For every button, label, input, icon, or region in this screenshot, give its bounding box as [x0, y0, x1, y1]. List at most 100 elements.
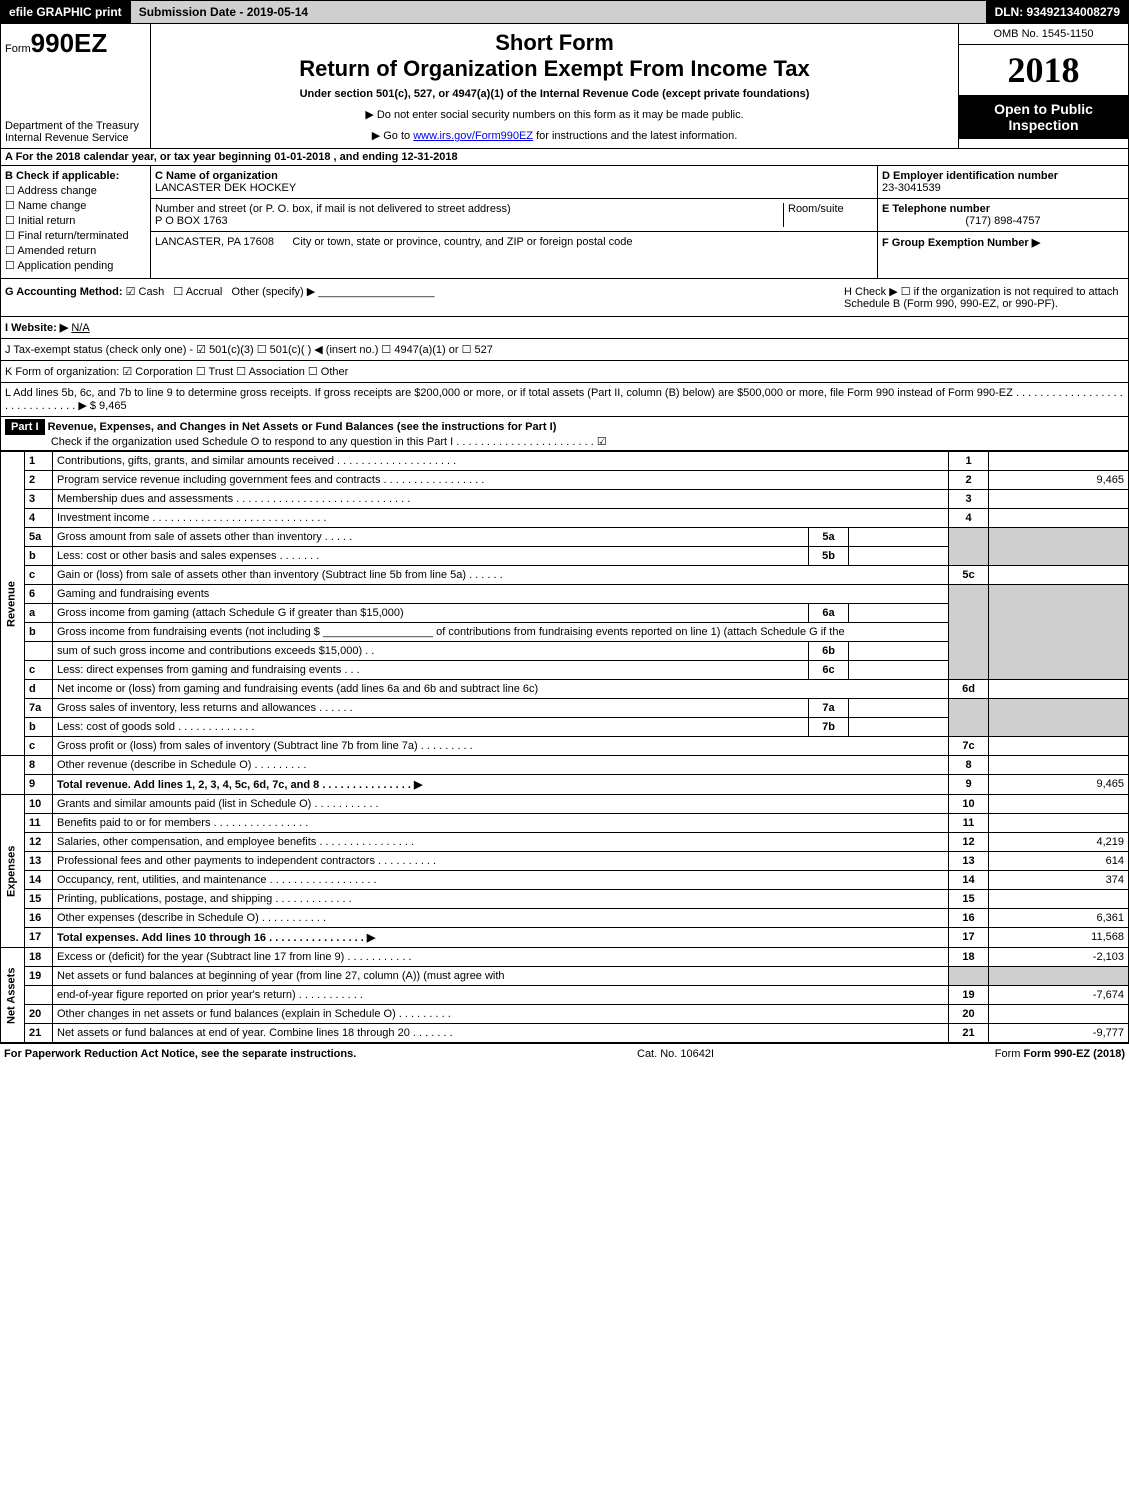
cb-name-change[interactable]: ☐ Name change	[5, 199, 146, 212]
goto-instructions: ▶ Go to www.irs.gov/Form990EZ for instru…	[157, 129, 952, 142]
box-b-label: B Check if applicable:	[5, 170, 119, 182]
table-row: Expenses 10 Grants and similar amounts p…	[1, 795, 1129, 814]
form-prefix: Form	[5, 43, 31, 55]
website-value: N/A	[71, 322, 89, 334]
row-l-gross-receipts: L Add lines 5b, 6c, and 7b to line 9 to …	[0, 383, 1129, 417]
table-row: 15 Printing, publications, postage, and …	[1, 890, 1129, 909]
cb-cash[interactable]: ☑ Cash	[126, 286, 165, 298]
table-row: c Gross profit or (loss) from sales of i…	[1, 737, 1129, 756]
table-row: 17 Total expenses. Add lines 10 through …	[1, 928, 1129, 948]
group-exemption-label: F Group Exemption Number ▶	[882, 237, 1040, 249]
department-label: Department of the Treasury Internal Reve…	[5, 120, 146, 144]
dept-treasury: Department of the Treasury	[5, 120, 146, 132]
address-label: Number and street (or P. O. box, if mail…	[155, 203, 783, 215]
table-row: 13 Professional fees and other payments …	[1, 852, 1129, 871]
table-row: 8 Other revenue (describe in Schedule O)…	[1, 756, 1129, 775]
room-suite-label: Room/suite	[783, 203, 873, 227]
box-d-f: D Employer identification number 23-3041…	[878, 166, 1128, 278]
row-g-h: G Accounting Method: ☑ Cash ☐ Accrual Ot…	[0, 279, 1129, 317]
table-row: 12 Salaries, other compensation, and emp…	[1, 833, 1129, 852]
table-row: Revenue 1 Contributions, gifts, grants, …	[1, 452, 1129, 471]
ein-label: D Employer identification number	[882, 170, 1058, 182]
cb-initial-return[interactable]: ☐ Initial return	[5, 214, 146, 227]
row-i-website: I Website: ▶ N/A	[0, 317, 1129, 339]
h-schedule-b-check: H Check ▶ ☐ if the organization is not r…	[844, 285, 1124, 310]
table-row: 19 Net assets or fund balances at beginn…	[1, 967, 1129, 986]
table-row: 6 Gaming and fundraising events	[1, 585, 1129, 604]
table-row: 5a Gross amount from sale of assets othe…	[1, 528, 1129, 547]
financial-table: Revenue 1 Contributions, gifts, grants, …	[0, 451, 1129, 1043]
table-row: d Net income or (loss) from gaming and f…	[1, 680, 1129, 699]
box-b-checkboxes: B Check if applicable: ☐ Address change …	[1, 166, 151, 278]
city-label: City or town, state or province, country…	[292, 236, 632, 248]
city-value: LANCASTER, PA 17608	[155, 236, 274, 248]
table-row: 16 Other expenses (describe in Schedule …	[1, 909, 1129, 928]
table-row: 4 Investment income . . . . . . . . . . …	[1, 509, 1129, 528]
table-row: Net Assets 18 Excess or (deficit) for th…	[1, 948, 1129, 967]
catalog-number: Cat. No. 10642I	[637, 1048, 714, 1060]
dept-irs: Internal Revenue Service	[5, 132, 146, 144]
part1-badge: Part I	[5, 419, 45, 435]
cb-application-pending[interactable]: ☐ Application pending	[5, 259, 146, 272]
tax-year: 2018	[959, 45, 1128, 95]
ein-value: 23-3041539	[882, 182, 941, 194]
dln-number: DLN: 93492134008279	[987, 1, 1128, 23]
page-footer: For Paperwork Reduction Act Notice, see …	[0, 1043, 1129, 1064]
accounting-method: G Accounting Method: ☑ Cash ☐ Accrual Ot…	[5, 285, 844, 310]
cb-accrual[interactable]: ☐ Accrual	[173, 286, 222, 298]
header-right: OMB No. 1545-1150 2018 Open to Public In…	[958, 24, 1128, 148]
ssn-warning: ▶ Do not enter social security numbers o…	[157, 108, 952, 121]
table-row: 20 Other changes in net assets or fund b…	[1, 1005, 1129, 1024]
submission-date: Submission Date - 2019-05-14	[131, 1, 987, 23]
row-a-tax-year: A For the 2018 calendar year, or tax yea…	[0, 149, 1129, 166]
box-c-org-info: C Name of organization LANCASTER DEK HOC…	[151, 166, 878, 278]
header-left: Form990EZ Department of the Treasury Int…	[1, 24, 151, 148]
table-row: 11 Benefits paid to or for members . . .…	[1, 814, 1129, 833]
line-ref: 1	[949, 452, 989, 471]
telephone-value: (717) 898-4757	[882, 215, 1124, 227]
part1-check: Check if the organization used Schedule …	[51, 436, 607, 448]
form-number: Form990EZ	[5, 28, 146, 59]
entity-info-grid: B Check if applicable: ☐ Address change …	[0, 166, 1129, 279]
org-name-value: LANCASTER DEK HOCKEY	[155, 182, 873, 194]
line-num: 1	[25, 452, 53, 471]
top-bar: efile GRAPHIC print Submission Date - 20…	[0, 0, 1129, 24]
website-label: I Website: ▶	[5, 322, 68, 334]
cb-address-change[interactable]: ☐ Address change	[5, 184, 146, 197]
table-row: 21 Net assets or fund balances at end of…	[1, 1024, 1129, 1043]
cb-final-return[interactable]: ☐ Final return/terminated	[5, 229, 146, 242]
table-row: 2 Program service revenue including gove…	[1, 471, 1129, 490]
header-center: Short Form Return of Organization Exempt…	[151, 24, 958, 148]
table-row: c Gain or (loss) from sale of assets oth…	[1, 566, 1129, 585]
other-specify: Other (specify) ▶	[232, 286, 316, 298]
open-public-badge: Open to Public Inspection	[959, 95, 1128, 139]
form-ref: Form Form 990-EZ (2018)	[995, 1048, 1125, 1060]
org-name-label: C Name of organization	[155, 170, 873, 182]
part1-title: Revenue, Expenses, and Changes in Net As…	[48, 421, 557, 433]
form-header: Form990EZ Department of the Treasury Int…	[0, 24, 1129, 149]
part1-header: Part I Revenue, Expenses, and Changes in…	[0, 417, 1129, 451]
row-k-form-org: K Form of organization: ☑ Corporation ☐ …	[0, 361, 1129, 383]
line-value	[989, 452, 1129, 471]
form-number-value: 990EZ	[31, 28, 108, 58]
row-j-tax-exempt: J Tax-exempt status (check only one) - ☑…	[0, 339, 1129, 361]
address-value: P O BOX 1763	[155, 215, 783, 227]
expenses-section-label: Expenses	[1, 795, 25, 948]
revenue-section-label: Revenue	[1, 452, 25, 756]
table-row: 3 Membership dues and assessments . . . …	[1, 490, 1129, 509]
cb-amended-return[interactable]: ☐ Amended return	[5, 244, 146, 257]
omb-number: OMB No. 1545-1150	[959, 24, 1128, 45]
telephone-label: E Telephone number	[882, 203, 990, 215]
pra-notice: For Paperwork Reduction Act Notice, see …	[4, 1048, 356, 1060]
netassets-section-label: Net Assets	[1, 948, 25, 1043]
table-row: 14 Occupancy, rent, utilities, and maint…	[1, 871, 1129, 890]
line-desc: Contributions, gifts, grants, and simila…	[53, 452, 949, 471]
table-row: end-of-year figure reported on prior yea…	[1, 986, 1129, 1005]
efile-print-button[interactable]: efile GRAPHIC print	[1, 1, 131, 23]
g-label: G Accounting Method:	[5, 286, 123, 298]
table-row: 9 Total revenue. Add lines 1, 2, 3, 4, 5…	[1, 775, 1129, 795]
short-form-title: Short Form	[157, 30, 952, 56]
return-title: Return of Organization Exempt From Incom…	[157, 56, 952, 82]
irs-link[interactable]: www.irs.gov/Form990EZ	[413, 130, 533, 142]
table-row: 7a Gross sales of inventory, less return…	[1, 699, 1129, 718]
